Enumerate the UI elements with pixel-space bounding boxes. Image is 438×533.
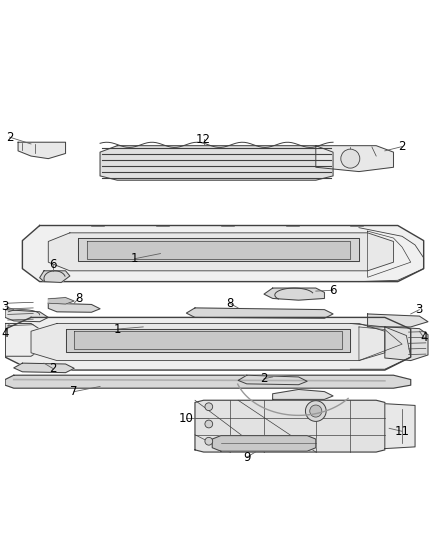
- Polygon shape: [78, 238, 359, 261]
- Text: 2: 2: [398, 140, 406, 153]
- Text: 7: 7: [71, 385, 78, 398]
- Circle shape: [341, 149, 360, 168]
- Text: 12: 12: [196, 133, 211, 146]
- Polygon shape: [40, 271, 70, 282]
- Text: 9: 9: [243, 451, 251, 464]
- Circle shape: [205, 420, 213, 428]
- Polygon shape: [31, 324, 385, 360]
- Text: 2: 2: [260, 372, 268, 385]
- Circle shape: [305, 401, 326, 422]
- Text: 8: 8: [75, 292, 82, 305]
- Text: 10: 10: [179, 412, 194, 425]
- Polygon shape: [238, 375, 307, 385]
- Text: 8: 8: [226, 297, 233, 310]
- Polygon shape: [22, 225, 424, 281]
- Polygon shape: [195, 400, 385, 452]
- Polygon shape: [48, 233, 393, 271]
- Polygon shape: [316, 146, 393, 172]
- Polygon shape: [5, 310, 48, 322]
- Text: 1: 1: [113, 322, 121, 336]
- Polygon shape: [264, 288, 325, 300]
- Polygon shape: [5, 324, 40, 356]
- Polygon shape: [66, 329, 350, 352]
- Polygon shape: [186, 308, 333, 318]
- Polygon shape: [74, 331, 342, 349]
- Text: 6: 6: [49, 259, 57, 271]
- Text: 2: 2: [6, 131, 13, 143]
- Polygon shape: [14, 363, 74, 373]
- Circle shape: [205, 403, 213, 410]
- Text: 11: 11: [395, 425, 410, 438]
- Polygon shape: [212, 435, 316, 451]
- Circle shape: [310, 405, 322, 417]
- Polygon shape: [5, 375, 411, 388]
- Text: 1: 1: [131, 252, 138, 265]
- Polygon shape: [5, 318, 411, 370]
- Polygon shape: [87, 240, 350, 259]
- Text: 4: 4: [420, 331, 427, 344]
- Polygon shape: [367, 314, 428, 327]
- Text: 3: 3: [416, 303, 423, 316]
- Polygon shape: [48, 303, 100, 312]
- Polygon shape: [48, 297, 74, 304]
- Polygon shape: [385, 327, 428, 360]
- Polygon shape: [272, 390, 333, 399]
- Text: 3: 3: [1, 300, 9, 313]
- Text: 6: 6: [329, 284, 337, 297]
- Circle shape: [205, 438, 213, 445]
- Polygon shape: [385, 403, 415, 449]
- Polygon shape: [100, 146, 333, 180]
- Text: 2: 2: [49, 362, 57, 375]
- Text: 4: 4: [1, 327, 9, 340]
- Polygon shape: [18, 142, 66, 159]
